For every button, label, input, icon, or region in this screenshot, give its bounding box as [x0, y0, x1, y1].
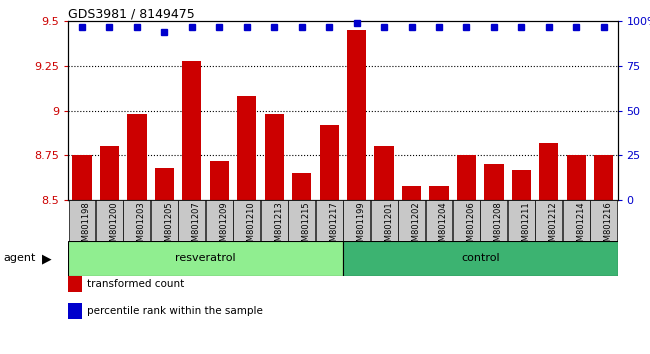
Bar — [540, 143, 558, 200]
Bar — [288, 200, 315, 241]
Text: GSM801207: GSM801207 — [192, 201, 201, 252]
Text: agent: agent — [3, 253, 36, 263]
Text: GSM801217: GSM801217 — [329, 201, 338, 252]
Bar — [206, 200, 233, 241]
Text: GSM801211: GSM801211 — [521, 201, 530, 252]
Bar — [508, 200, 535, 241]
Text: GDS3981 / 8149475: GDS3981 / 8149475 — [68, 7, 195, 20]
Bar — [124, 200, 150, 241]
Bar — [320, 125, 339, 200]
Bar — [567, 155, 586, 200]
Bar — [343, 200, 370, 241]
Text: transformed count: transformed count — [88, 279, 185, 289]
Text: GSM801204: GSM801204 — [439, 201, 448, 252]
Bar — [151, 200, 178, 241]
Bar — [343, 241, 618, 276]
Text: GSM801210: GSM801210 — [247, 201, 255, 252]
Text: GSM801209: GSM801209 — [219, 201, 228, 252]
Bar — [430, 186, 448, 200]
Bar — [178, 200, 205, 241]
Text: GSM801201: GSM801201 — [384, 201, 393, 252]
Bar — [233, 200, 260, 241]
Bar — [370, 200, 398, 241]
Bar — [265, 114, 284, 200]
Bar — [480, 200, 508, 241]
Bar — [292, 173, 311, 200]
Bar — [261, 200, 288, 241]
Text: GSM801213: GSM801213 — [274, 201, 283, 252]
Bar — [453, 200, 480, 241]
Bar — [457, 155, 476, 200]
Bar — [590, 200, 618, 241]
Bar — [72, 155, 92, 200]
Bar — [237, 96, 256, 200]
Text: GSM801214: GSM801214 — [577, 201, 585, 252]
Text: GSM801203: GSM801203 — [137, 201, 146, 252]
Bar — [68, 200, 96, 241]
Bar — [316, 200, 343, 241]
Bar — [563, 200, 590, 241]
Text: GSM801198: GSM801198 — [82, 201, 91, 252]
Text: control: control — [461, 253, 499, 263]
Bar — [426, 200, 452, 241]
Text: GSM801212: GSM801212 — [549, 201, 558, 252]
Bar — [127, 114, 146, 200]
Text: GSM801208: GSM801208 — [494, 201, 503, 252]
Bar — [68, 303, 82, 319]
Text: resveratrol: resveratrol — [176, 253, 236, 263]
Bar — [484, 164, 504, 200]
Bar — [347, 30, 366, 200]
Bar — [96, 200, 123, 241]
Bar — [398, 200, 425, 241]
Text: ▶: ▶ — [42, 252, 52, 265]
Bar — [182, 61, 202, 200]
Bar — [402, 186, 421, 200]
Text: GSM801202: GSM801202 — [411, 201, 421, 252]
Text: GSM801206: GSM801206 — [467, 201, 475, 252]
Text: GSM801199: GSM801199 — [357, 201, 365, 252]
Bar — [68, 241, 343, 276]
Text: GSM801215: GSM801215 — [302, 201, 311, 252]
Bar — [374, 146, 394, 200]
Text: GSM801205: GSM801205 — [164, 201, 174, 252]
Bar — [536, 200, 562, 241]
Bar — [68, 276, 82, 292]
Text: GSM801216: GSM801216 — [604, 201, 613, 252]
Bar — [594, 155, 614, 200]
Text: percentile rank within the sample: percentile rank within the sample — [88, 306, 263, 316]
Text: GSM801200: GSM801200 — [109, 201, 118, 252]
Bar — [100, 146, 119, 200]
Bar — [210, 161, 229, 200]
Bar — [155, 168, 174, 200]
Bar — [512, 170, 531, 200]
